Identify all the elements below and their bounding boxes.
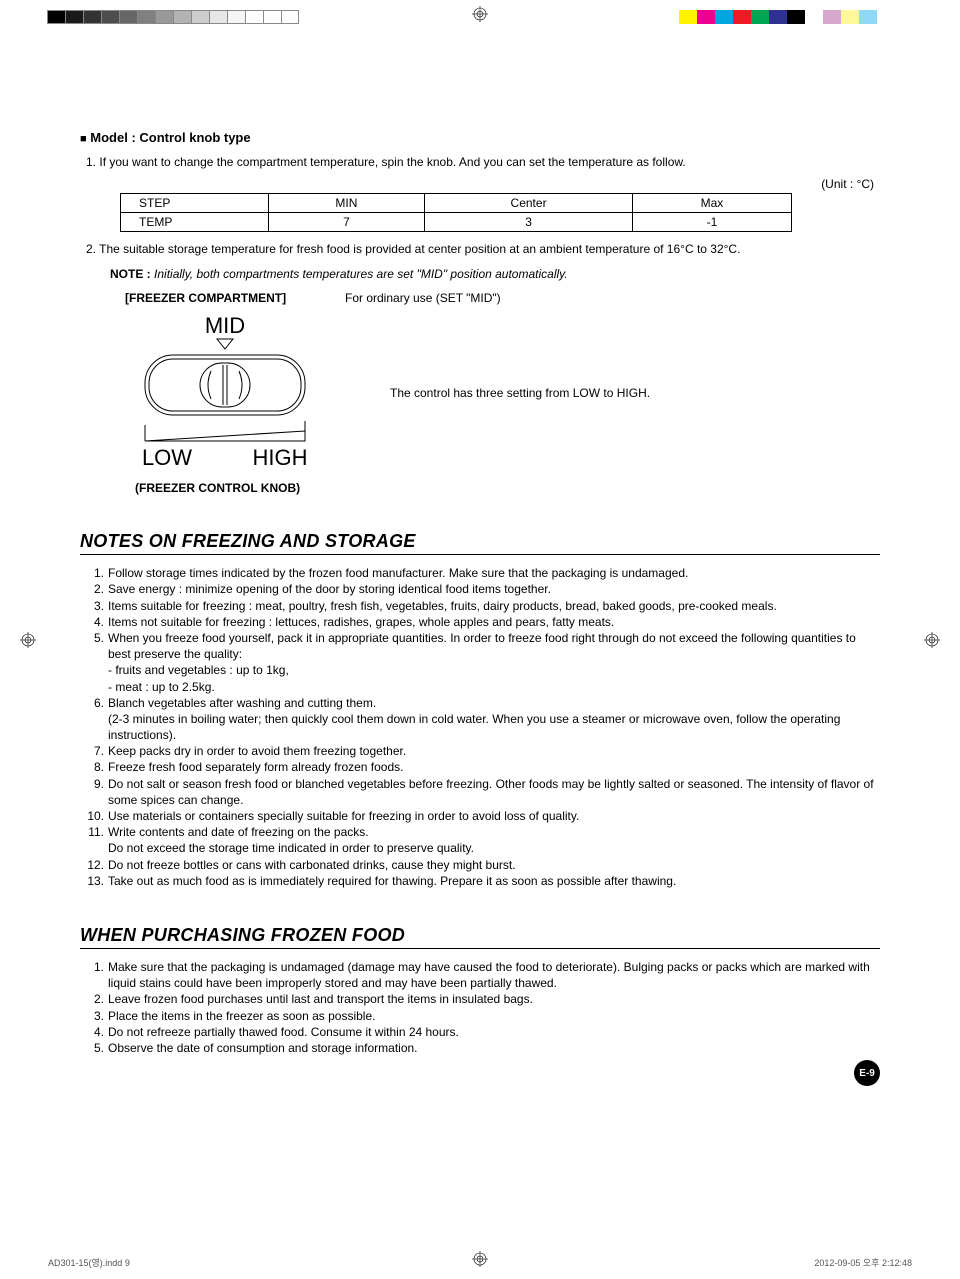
purchasing-list: 1.Make sure that the packaging is undama…: [80, 959, 880, 1056]
list-item: 2.Leave frozen food purchases until last…: [86, 991, 880, 1007]
freezer-knob-icon: MID LOW HIGH: [125, 313, 325, 473]
model-heading-text: Model : Control knob type: [90, 130, 250, 145]
freezer-compartment-label: [FREEZER COMPARTMENT]: [125, 291, 345, 305]
unit-label: (Unit : °C): [80, 177, 874, 191]
section-title-purchasing: WHEN PURCHASING FROZEN FOOD: [80, 925, 880, 949]
page-content: ■ Model : Control knob type 1. If you wa…: [80, 130, 880, 1056]
intro-para-2: 2. The suitable storage temperature for …: [86, 242, 880, 258]
list-item: 3.Place the items in the freezer as soon…: [86, 1008, 880, 1024]
list-item: 5.Observe the date of consumption and st…: [86, 1040, 880, 1056]
list-item: 10.Use materials or containers specially…: [86, 808, 880, 824]
footer-filename: AD301-15(영).indd 9: [48, 1256, 130, 1269]
svg-text:HIGH: HIGH: [253, 445, 308, 470]
list-item: 11.Write contents and date of freezing o…: [86, 824, 880, 856]
freezer-ordinary-text: For ordinary use (SET "MID"): [345, 291, 501, 305]
list-item: 1.Make sure that the packaging is undama…: [86, 959, 880, 991]
list-item: 13.Take out as much food as is immediate…: [86, 873, 880, 889]
list-item: 5.When you freeze food yourself, pack it…: [86, 630, 880, 695]
intro-para-1: 1. If you want to change the compartment…: [86, 155, 880, 171]
list-item: 7.Keep packs dry in order to avoid them …: [86, 743, 880, 759]
model-heading: ■ Model : Control knob type: [80, 130, 880, 145]
list-item: 4.Items not suitable for freezing : lett…: [86, 614, 880, 630]
section-title-notes: NOTES ON FREEZING AND STORAGE: [80, 531, 880, 555]
list-item: 4.Do not refreeze partially thawed food.…: [86, 1024, 880, 1040]
knob-description: The control has three setting from LOW t…: [390, 386, 650, 400]
list-item: 8.Freeze fresh food separately form alre…: [86, 759, 880, 775]
freezer-compartment-row: [FREEZER COMPARTMENT] For ordinary use (…: [125, 291, 880, 305]
knob-caption: (FREEZER CONTROL KNOB): [135, 481, 880, 495]
notes-list: 1.Follow storage times indicated by the …: [80, 565, 880, 889]
svg-text:MID: MID: [205, 313, 245, 338]
list-item: 6.Blanch vegetables after washing and cu…: [86, 695, 880, 744]
color-bar-left: [47, 10, 299, 24]
table-row: STEP MIN Center Max: [121, 193, 792, 212]
footer-timestamp: 2012-09-05 오후 2:12:48: [814, 1256, 912, 1269]
registration-mark-icon: [924, 632, 940, 648]
list-item: 1.Follow storage times indicated by the …: [86, 565, 880, 581]
list-item: 3.Items suitable for freezing : meat, po…: [86, 598, 880, 614]
page-number-badge: E-9: [854, 1060, 880, 1086]
temperature-table: STEP MIN Center Max TEMP 7 3 -1: [120, 193, 792, 232]
svg-text:LOW: LOW: [142, 445, 192, 470]
registration-mark-icon: [472, 6, 488, 22]
list-item: 12.Do not freeze bottles or cans with ca…: [86, 857, 880, 873]
list-item: 2.Save energy : minimize opening of the …: [86, 581, 880, 597]
registration-mark-icon: [472, 1251, 488, 1267]
registration-mark-icon: [20, 632, 36, 648]
color-bar-right: [661, 10, 913, 24]
note-line: NOTE : Initially, both compartments temp…: [110, 267, 880, 281]
list-item: 9.Do not salt or season fresh food or bl…: [86, 776, 880, 808]
table-row: TEMP 7 3 -1: [121, 212, 792, 231]
knob-block: MID LOW HIGH The control has three setti…: [125, 313, 880, 473]
